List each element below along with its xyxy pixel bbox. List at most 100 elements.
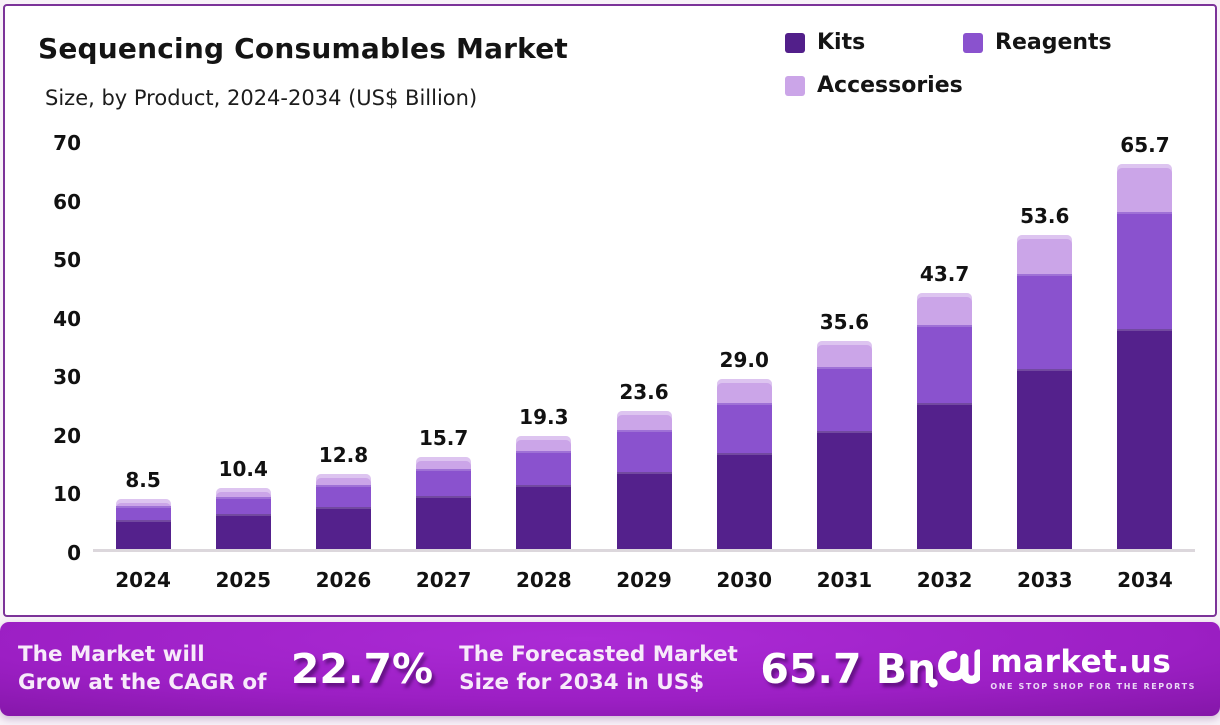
bar-total-label: 53.6 [1020, 204, 1070, 229]
x-tick-label: 2031 [816, 568, 873, 592]
bar-segment-reagents [716, 403, 772, 453]
bar-segment-kits [816, 431, 872, 549]
stacked-bar [315, 474, 371, 549]
stacked-bar-chart: 0 10 20 30 40 50 60 70 8.5 10.4 12.8 15.7 19.3 23.6 2… [29, 131, 1195, 565]
bar-segment-kits [716, 452, 772, 549]
stacked-bar [115, 499, 171, 549]
bar-total-label: 15.7 [418, 426, 469, 451]
bar-segment-accessories [816, 340, 872, 368]
brand-tagline: ONE STOP SHOP FOR THE REPORTS [990, 682, 1196, 691]
x-tick-label: 2032 [916, 568, 973, 592]
y-tick-label: 10 [53, 482, 81, 507]
bar-group: 65.7 [1095, 133, 1195, 549]
forecast-label: The Forecasted Market Size for 2034 in U… [459, 642, 738, 695]
legend-label-accessories: Accessories [817, 73, 963, 98]
bar-total-label: 12.8 [318, 443, 369, 468]
stacked-bar [816, 340, 872, 549]
x-tick-label: 2029 [616, 568, 672, 592]
y-tick-label: 50 [53, 248, 81, 273]
bar-total-label: 19.3 [519, 404, 569, 429]
bar-segment-accessories [716, 379, 772, 404]
bar-segment-accessories [1117, 164, 1173, 212]
legend-item-kits: Kits [785, 30, 963, 55]
stacked-bar [1117, 164, 1173, 549]
x-tick-label: 2025 [215, 568, 272, 592]
stacked-bar [1017, 235, 1073, 549]
stacked-bar [215, 488, 271, 549]
bar-segment-reagents [1017, 274, 1073, 370]
stacked-bar [917, 293, 973, 549]
brand-name: market.us [990, 644, 1172, 680]
bar-segment-reagents [315, 485, 371, 507]
x-tick-label: 2027 [415, 568, 472, 592]
reagents-swatch-icon [963, 32, 983, 53]
bar-segment-accessories [416, 457, 472, 470]
bar-segment-accessories [1017, 235, 1073, 275]
bar-total-label: 10.4 [218, 457, 268, 482]
bar-segment-kits [115, 520, 171, 549]
bar-segment-reagents [416, 469, 472, 497]
y-tick-label: 70 [53, 131, 81, 155]
bar-group: 23.6 [594, 142, 694, 549]
bar-segment-accessories [215, 488, 271, 498]
bar-segment-reagents [215, 497, 271, 515]
bar-segment-kits [315, 506, 371, 549]
bar-segment-kits [416, 496, 472, 549]
kits-swatch-icon [785, 32, 805, 53]
bar-group: 8.5 [93, 142, 193, 549]
bar-segment-accessories [616, 410, 672, 431]
bar-segment-accessories [516, 435, 572, 452]
bar-total-label: 43.7 [919, 262, 970, 287]
bar-group: 53.6 [995, 142, 1095, 549]
bar-total-label: 23.6 [619, 379, 669, 404]
bar-total-label: 35.6 [819, 309, 870, 334]
plot-area: 8.5 10.4 12.8 15.7 19.3 23.6 29.0 35.6 43.7 53.6 6… [93, 133, 1195, 552]
y-tick-label: 60 [53, 189, 81, 214]
y-tick-label: 20 [53, 423, 81, 448]
x-axis: 2024 2025 2026 2027 2028 2029 2030 2031 2032 2033… [93, 568, 1195, 592]
y-tick-label: 40 [53, 306, 81, 331]
y-tick-label: 30 [53, 365, 81, 390]
bar-segment-reagents [616, 430, 672, 472]
x-tick-label: 2028 [516, 568, 572, 592]
stacked-bar [716, 379, 772, 549]
legend-label-kits: Kits [817, 30, 866, 55]
legend: Kits Reagents Accessories [785, 30, 1177, 98]
x-tick-label: 2030 [716, 568, 773, 592]
cagr-value: 22.7% [290, 645, 434, 693]
bar-segment-kits [917, 403, 973, 549]
legend-item-accessories: Accessories [785, 73, 1177, 98]
x-tick-label: 2034 [1117, 568, 1173, 592]
bar-segment-reagents [917, 324, 973, 404]
legend-item-reagents: Reagents [963, 30, 1112, 55]
x-tick-label: 2024 [115, 568, 171, 592]
bar-segment-accessories [315, 474, 371, 486]
bar-total-label: 29.0 [719, 348, 769, 373]
stacked-bar [616, 410, 672, 549]
bar-segment-kits [516, 484, 572, 549]
bar-total-label: 65.7 [1120, 133, 1170, 158]
bar-segment-kits [1017, 369, 1073, 549]
bar-segment-kits [616, 471, 672, 549]
bar-segment-accessories [115, 499, 171, 507]
x-tick-label: 2026 [315, 568, 372, 592]
bar-segment-reagents [516, 451, 572, 485]
bar-group: 15.7 [394, 142, 494, 549]
bar-segment-reagents [115, 506, 171, 521]
marketus-swirl-icon [929, 649, 981, 688]
x-tick-label: 2033 [1016, 568, 1073, 592]
stacked-bar [416, 457, 472, 549]
chart-subtitle: Size, by Product, 2024-2034 (US$ Billion… [45, 86, 478, 110]
bar-segment-reagents [816, 367, 872, 432]
bar-segment-reagents [1117, 211, 1173, 329]
stacked-bar [516, 435, 572, 549]
bar-group: 29.0 [694, 142, 794, 549]
y-axis: 0 10 20 30 40 50 60 70 [29, 131, 87, 565]
bar-group: 19.3 [494, 142, 594, 549]
bar-segment-kits [215, 514, 271, 549]
legend-label-reagents: Reagents [995, 30, 1112, 55]
marketus-logo[interactable]: market.us ONE STOP SHOP FOR THE REPORTS [928, 645, 1196, 693]
bar-group: 12.8 [293, 142, 393, 549]
page-title: Sequencing Consumables Market [38, 32, 569, 65]
bar-segment-accessories [917, 293, 973, 325]
